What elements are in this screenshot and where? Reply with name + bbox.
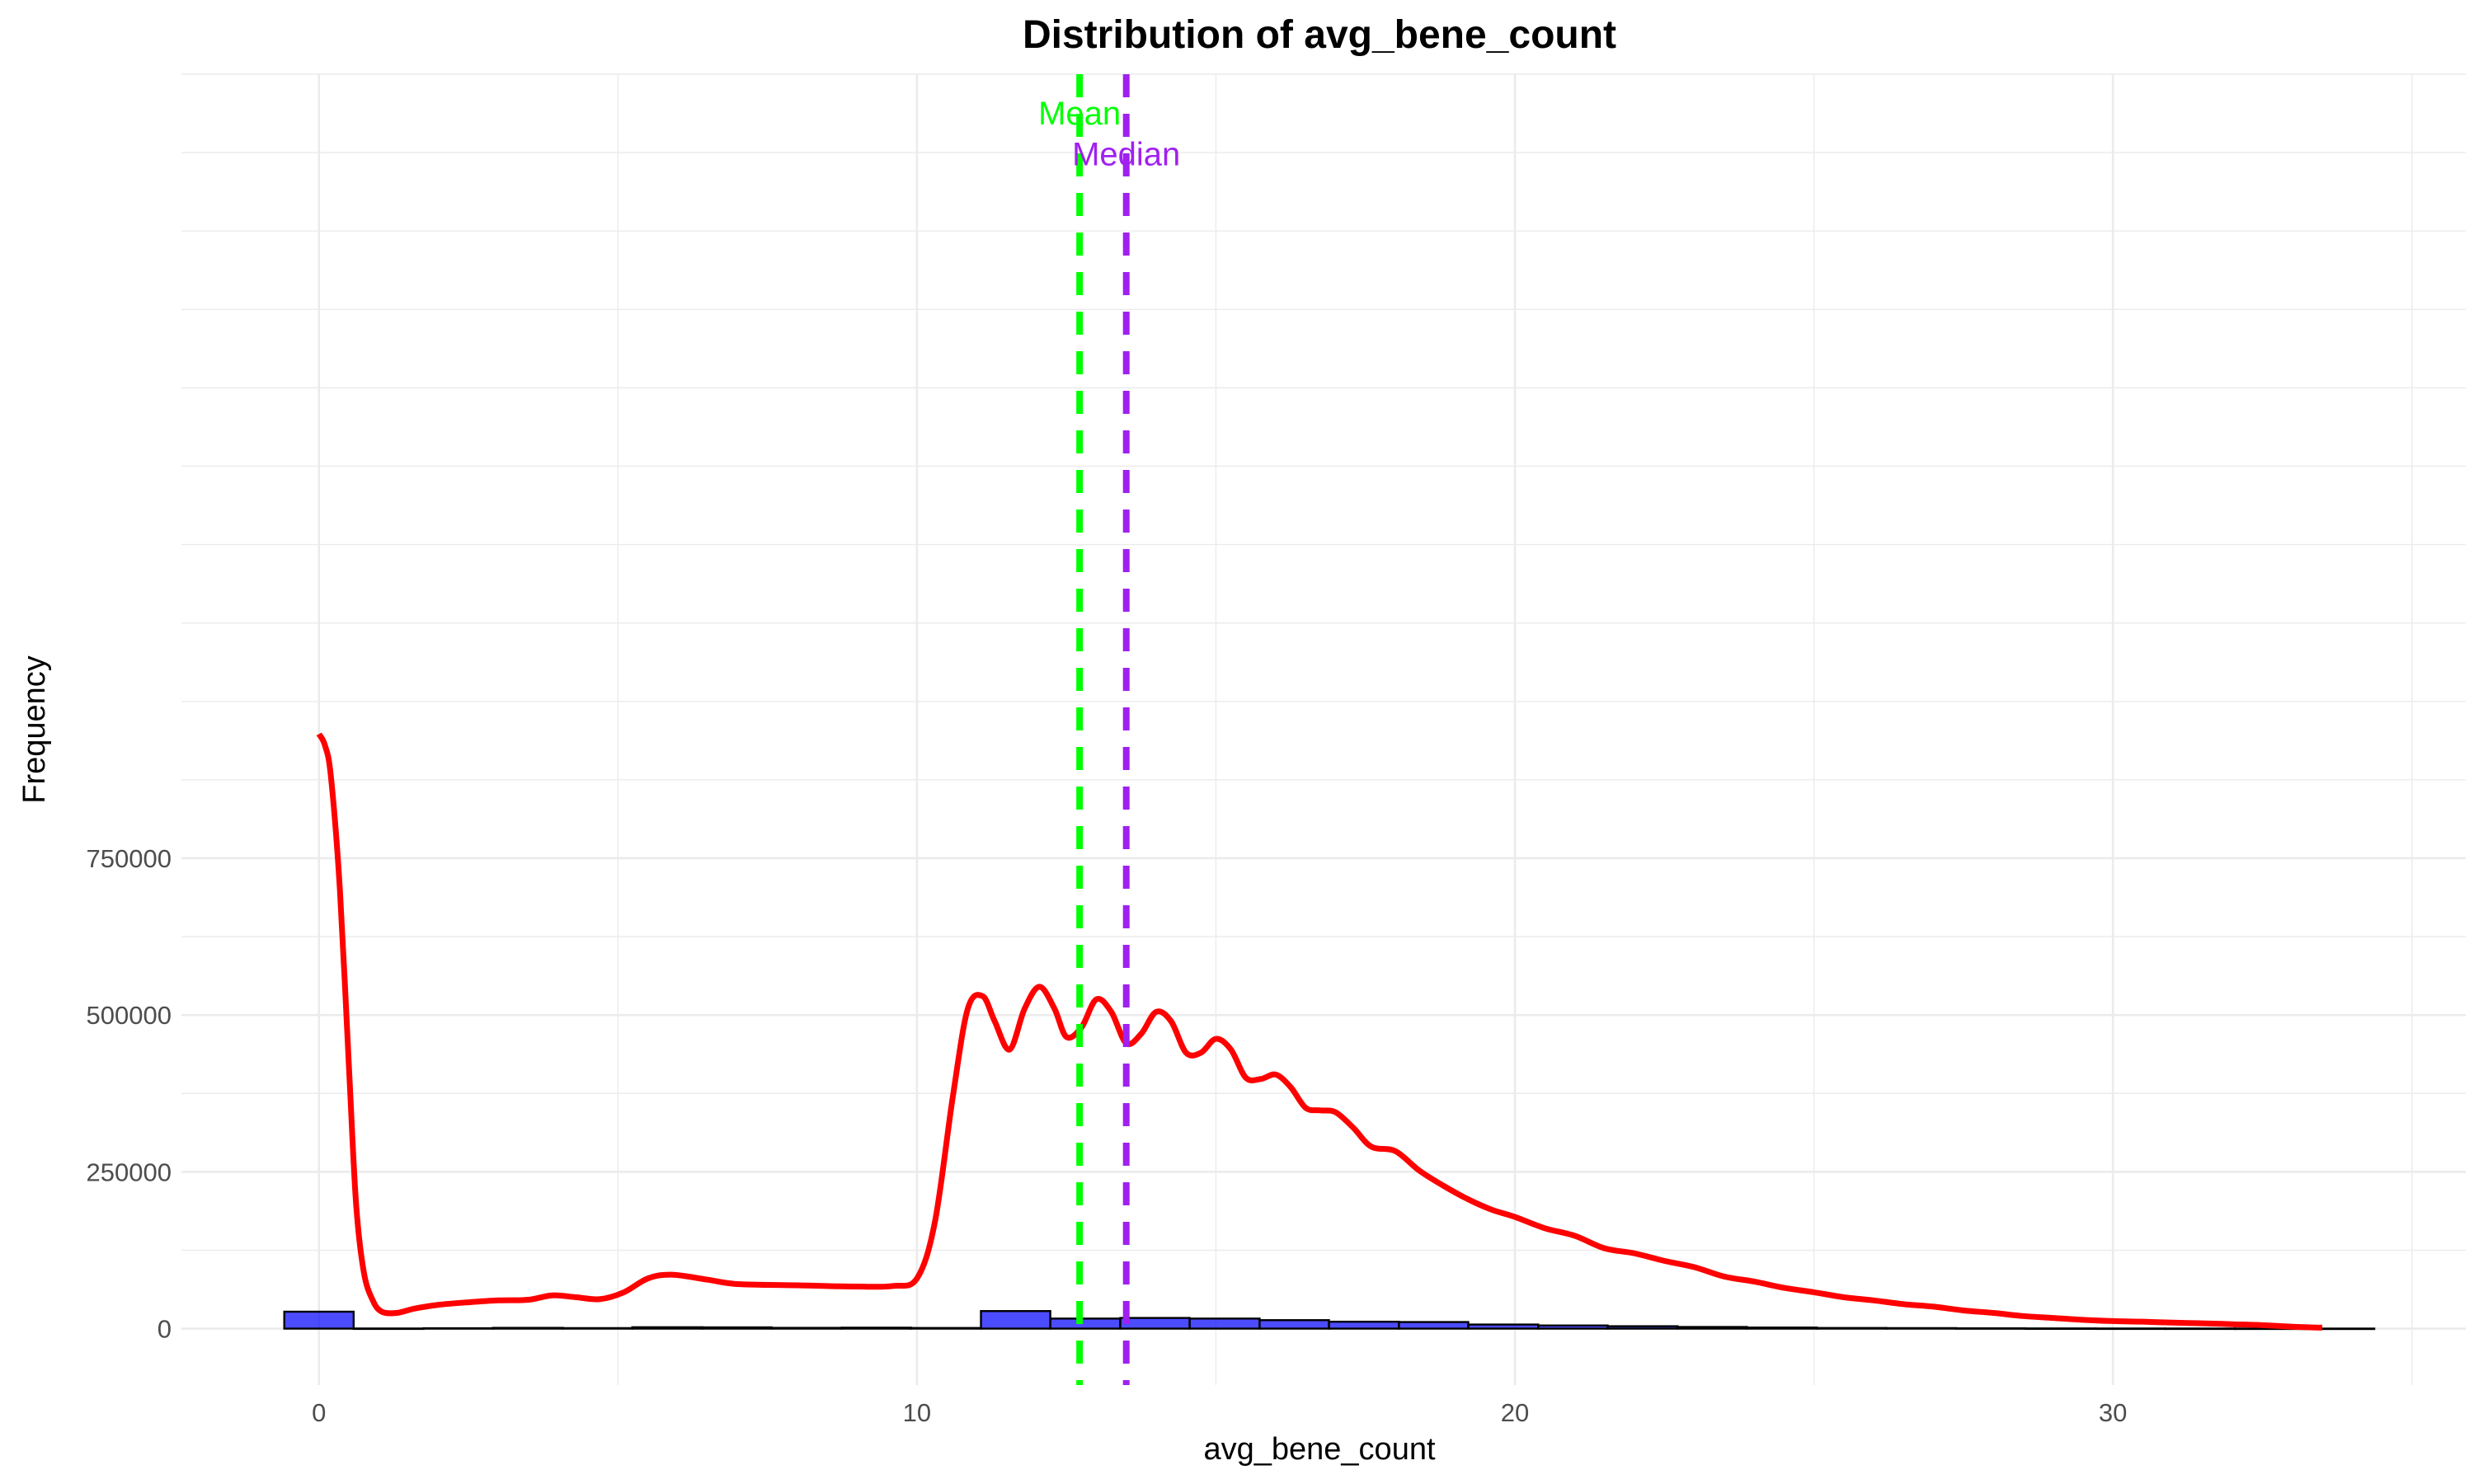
histogram-bar — [562, 1327, 633, 1330]
annotations: Mean Median — [1038, 96, 1180, 172]
density-curve — [316, 732, 2323, 1331]
histogram-bar — [352, 1327, 425, 1331]
histogram-bar — [910, 1327, 982, 1330]
x-axis-title: avg_bene_count — [1203, 1432, 1435, 1467]
histogram-bar — [1746, 1327, 1818, 1330]
histogram-bar — [1816, 1327, 1888, 1330]
histogram-bar — [1954, 1327, 2027, 1330]
histogram-bar — [1049, 1317, 1122, 1330]
chart-title: Distribution of avg_bene_count — [1023, 13, 1616, 57]
histogram-bar — [1258, 1319, 1330, 1330]
x-tick-label: 10 — [903, 1398, 931, 1427]
histogram-bar — [1398, 1321, 1470, 1330]
histogram-bar — [1606, 1325, 1679, 1330]
y-tick-label: 750000 — [87, 844, 172, 873]
histogram-bar — [770, 1327, 843, 1330]
x-tick-label: 30 — [2099, 1398, 2127, 1427]
histogram-bar — [1537, 1324, 1609, 1330]
histogram-bar — [422, 1327, 494, 1330]
histogram-bar — [283, 1310, 355, 1330]
histogram-bar — [2025, 1327, 2097, 1331]
median-annotation: Median — [1072, 136, 1180, 172]
histogram-bar — [1467, 1323, 1540, 1330]
histogram-bar — [1119, 1317, 1191, 1330]
histogram-bar — [701, 1326, 773, 1330]
y-tick-label: 500000 — [87, 1001, 172, 1030]
histogram-bar — [1885, 1327, 1958, 1330]
histogram-bar — [2094, 1327, 2166, 1331]
histogram-bar — [2164, 1327, 2236, 1331]
histogram-bar — [840, 1327, 912, 1330]
histogram-bar — [1677, 1326, 1748, 1330]
histogram-bar — [492, 1327, 564, 1330]
y-tick-label: 0 — [158, 1315, 172, 1344]
histogram-bar — [1328, 1320, 1400, 1330]
y-axis-title: Frequency — [17, 655, 52, 804]
y-tick-label: 250000 — [87, 1158, 172, 1186]
tick-labels: 0 10 20 30 0 250000 500000 750000 — [87, 844, 2128, 1427]
x-tick-label: 20 — [1501, 1398, 1529, 1427]
histogram — [283, 1310, 2376, 1331]
histogram-bar — [1188, 1317, 1261, 1330]
density-curve-group — [316, 732, 2323, 1331]
histogram-bar — [980, 1310, 1051, 1330]
mean-annotation: Mean — [1038, 96, 1121, 132]
histogram-bar — [631, 1326, 703, 1330]
reference-lines — [1076, 74, 1130, 1385]
grid — [181, 73, 2466, 1385]
x-tick-label: 0 — [312, 1398, 326, 1427]
